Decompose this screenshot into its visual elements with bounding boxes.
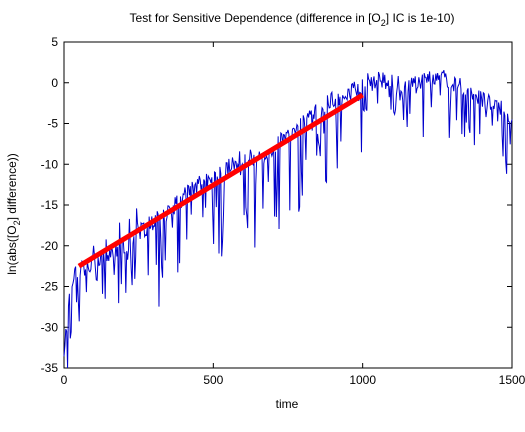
y-axis-label-subscript: 2 [12,220,22,225]
y-tick-label: -30 [41,320,59,334]
chart-title: Test for Sensitive Dependence (differenc… [130,11,455,28]
y-tick-label: -25 [41,280,59,294]
x-axis-label: time [276,397,299,411]
x-tick-label: 1000 [349,373,376,387]
y-tick-label: -5 [47,117,58,131]
red-fit-line [77,92,364,269]
chart-title-suffix: ] IC is 1e-10) [386,11,455,25]
plot-area: 0 500 1000 1500 5 0 -5 -10 -15 -20 -25 -30 -35 [41,35,525,387]
y-tick-label: -20 [41,239,59,253]
x-tick-label: 1500 [499,373,525,387]
chart-title-prefix: Test for Sensitive Dependence (differenc… [130,11,381,25]
y-tick-label: -15 [41,198,59,212]
y-tick-label: 5 [51,35,58,49]
y-tick-label: 0 [51,76,58,90]
y-axis-label: ln(abs([O2] difference)) [5,153,22,275]
y-axis-label-suffix: ] difference)) [5,153,19,220]
y-axis-label-prefix: ln(abs([O [5,225,19,274]
x-tick-label: 500 [203,373,223,387]
y-tick-label: -10 [41,157,59,171]
x-tick-label: 0 [61,373,68,387]
y-tick-label: -35 [41,361,59,375]
plot-frame [63,41,513,369]
chart-title-subscript: 2 [381,18,386,28]
